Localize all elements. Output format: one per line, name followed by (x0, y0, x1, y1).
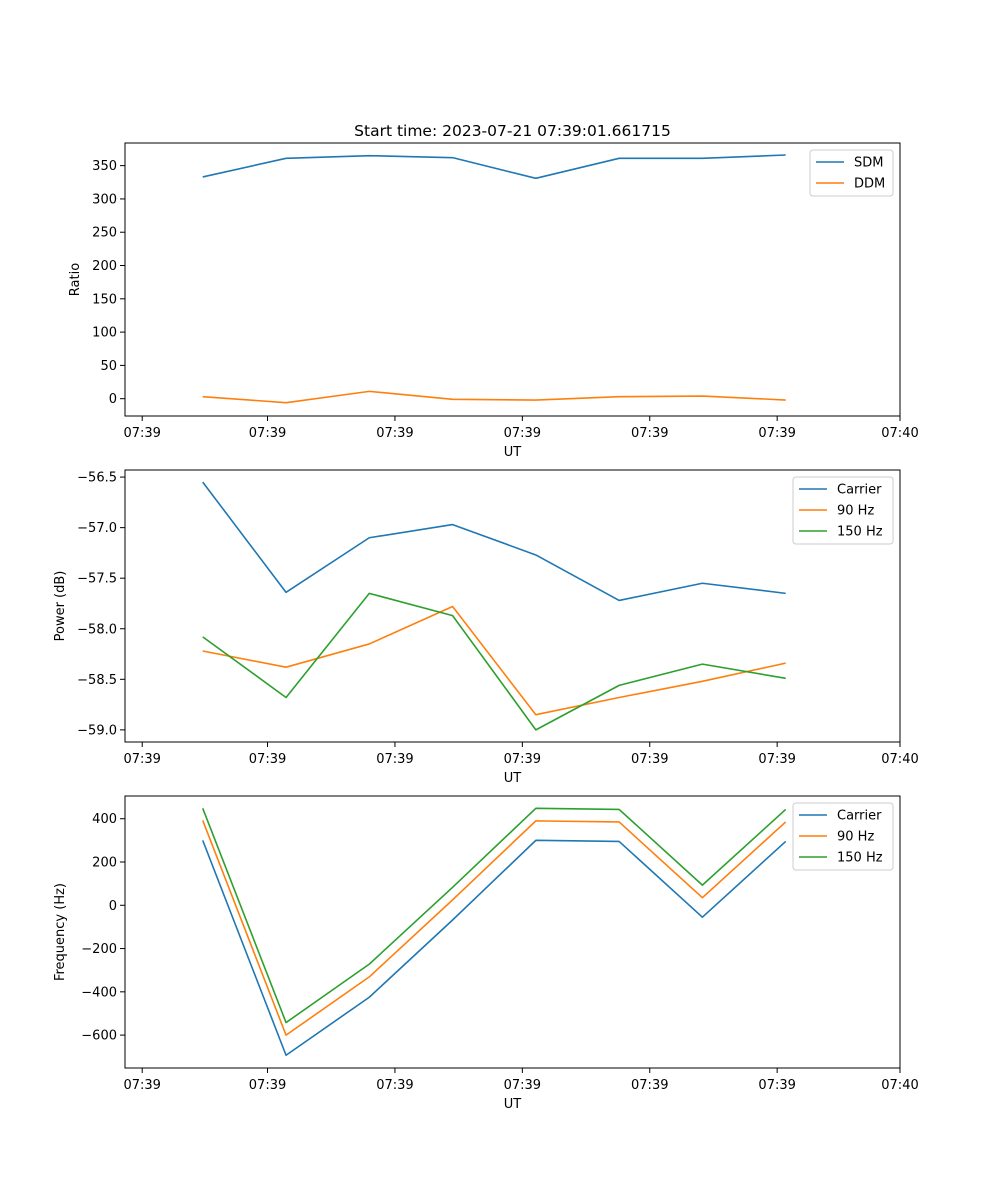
y-tick-label: −59.0 (77, 723, 117, 738)
y-tick-label: −400 (81, 985, 117, 1000)
legend-label: 90 Hz (837, 504, 874, 519)
legend: Carrier 90 Hz 150 Hz (792, 476, 894, 545)
legend: Carrier 90 Hz 150 Hz (792, 802, 894, 871)
y-tick-label: 400 (92, 812, 117, 827)
x-tick-label: 07:40 (881, 1078, 918, 1093)
legend-label: Carrier (837, 809, 882, 824)
series-line-90-hz (201, 820, 787, 1036)
x-tick-label: 07:39 (504, 426, 541, 441)
legend-label: DDM (854, 177, 885, 192)
y-tick-label: 0 (109, 392, 117, 407)
x-tick-label: 07:39 (123, 1078, 160, 1093)
y-tick-label: 200 (92, 855, 117, 870)
series-line-carrier (201, 839, 787, 1057)
y-tick-label: 100 (92, 326, 117, 341)
x-tick-label: 07:40 (881, 752, 918, 767)
y-tick-label: −58.5 (77, 673, 117, 688)
x-tick-label: 07:39 (758, 1078, 795, 1093)
y-tick-label: 350 (92, 159, 117, 174)
panel-power: −59.0 −58.5 −58.0 −57.5 −57.0 −56.5 07:39 07:39… (53, 469, 919, 786)
y-tick-label: −57.0 (77, 521, 117, 536)
x-tick-label: 07:39 (376, 752, 413, 767)
plot-frame (124, 795, 901, 1069)
x-tick-label: 07:39 (631, 426, 668, 441)
x-tick-label: 07:39 (758, 752, 795, 767)
series-lines (202, 481, 786, 731)
series-line-90-hz (202, 605, 786, 716)
panel-frequency: −600 −400 −200 0 200 400 07:39 07:39 07:39 07:39 0… (53, 795, 919, 1112)
plot-frame (124, 469, 901, 743)
series-line-carrier (202, 481, 786, 602)
x-tick-label: 07:39 (631, 752, 668, 767)
legend-box (792, 476, 894, 545)
y-tick-label: −57.5 (77, 572, 117, 587)
legend-label: SDM (854, 156, 883, 171)
x-tick-label: 07:39 (249, 1078, 286, 1093)
chart-title: Start time: 2023-07-21 07:39:01.661715 (354, 122, 671, 140)
plot-frame (124, 142, 901, 417)
legend-label: 150 Hz (837, 851, 883, 866)
x-tick-label: 07:39 (758, 426, 795, 441)
series-lines (201, 807, 787, 1057)
legend-box (792, 802, 894, 871)
legend: SDM DDM (809, 149, 894, 197)
legend-label: 90 Hz (837, 830, 874, 845)
x-tick-label: 07:39 (504, 752, 541, 767)
y-axis-title: Ratio (68, 263, 83, 296)
x-tick-label: 07:39 (123, 426, 160, 441)
y-tick-label: 50 (100, 359, 117, 374)
y-tick-label: −58.0 (77, 622, 117, 637)
y-tick-label: −600 (81, 1029, 117, 1044)
series-lines (202, 154, 786, 404)
series-line-150-hz (201, 807, 787, 1024)
y-tick-label: −200 (81, 942, 117, 957)
x-axis-title: UT (504, 771, 522, 786)
legend-label: Carrier (837, 483, 882, 498)
x-tick-label: 07:39 (123, 752, 160, 767)
x-axis-title: UT (504, 445, 522, 460)
legend-label: 150 Hz (837, 525, 883, 540)
y-tick-label: 250 (92, 226, 117, 241)
y-axis-title: Frequency (Hz) (53, 883, 68, 981)
x-tick-label: 07:39 (504, 1078, 541, 1093)
x-tick-label: 07:39 (249, 752, 286, 767)
y-tick-label: 300 (92, 192, 117, 207)
y-tick-label: 200 (92, 259, 117, 274)
x-tick-label: 07:40 (881, 426, 918, 441)
y-tick-label: 0 (109, 899, 117, 914)
series-line-ddm (202, 390, 786, 404)
y-tick-label: 150 (92, 292, 117, 307)
x-tick-label: 07:39 (249, 426, 286, 441)
y-tick-label: −56.5 (77, 471, 117, 486)
x-tick-label: 07:39 (376, 1078, 413, 1093)
y-axis-title: Power (dB) (53, 571, 68, 642)
x-tick-label: 07:39 (376, 426, 413, 441)
series-line-sdm (202, 154, 786, 180)
series-line-150-hz (202, 592, 786, 731)
x-tick-label: 07:39 (631, 1078, 668, 1093)
x-axis-title: UT (504, 1097, 522, 1112)
panel-ratio: 0 50 100 150 200 250 300 350 07:39 07:39 07:39 07:3… (68, 142, 919, 460)
